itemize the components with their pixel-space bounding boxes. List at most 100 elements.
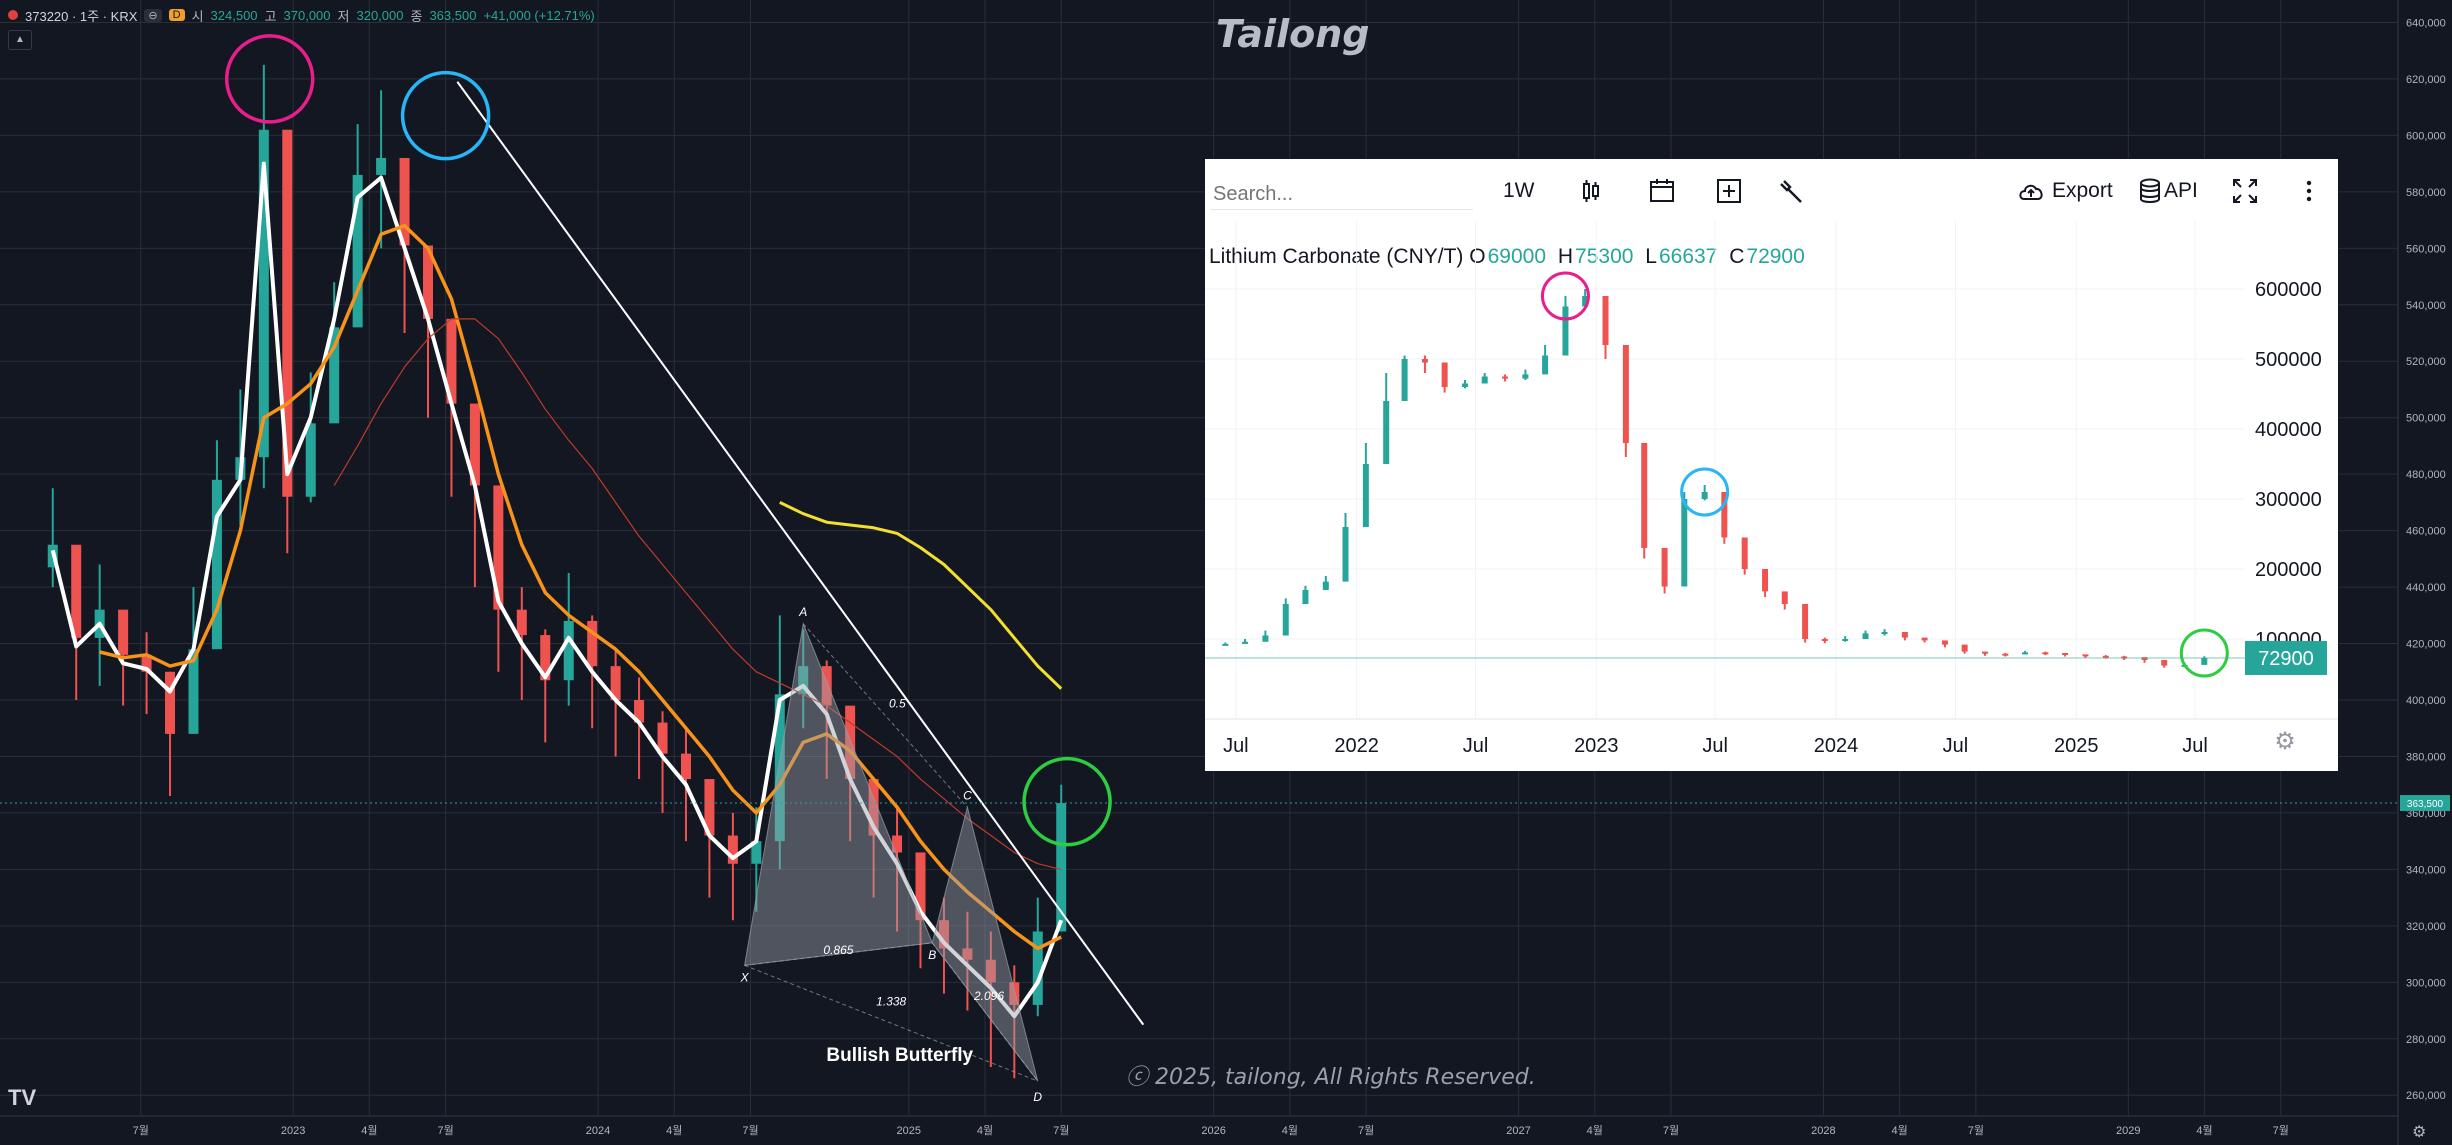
pattern-ratio-line — [744, 942, 933, 966]
candle-body — [188, 649, 199, 734]
inset-candle-body — [1721, 492, 1728, 538]
interval-button[interactable]: 1W — [1503, 179, 1535, 202]
inset-x-tick-label: Jul — [1943, 735, 1969, 757]
gear-icon[interactable]: ⚙ — [2412, 1124, 2427, 1141]
pattern-ratio-line — [802, 623, 968, 808]
candle-body — [1032, 931, 1043, 1005]
inset-candle-body — [1322, 581, 1329, 590]
inset-y-tick-label: 200000 — [2255, 559, 2322, 581]
inset-candle-body — [1881, 632, 1888, 634]
x-tick-label: 2027 — [1506, 1125, 1530, 1137]
candle-body — [821, 666, 832, 706]
inset-x-tick-label: 2025 — [2054, 735, 2099, 757]
inset-x-tick-label: Jul — [2182, 735, 2208, 757]
pattern-point-label: X — [740, 970, 750, 984]
export-button[interactable]: Export — [2052, 179, 2113, 202]
x-tick-label: 7월 — [437, 1124, 453, 1137]
candle-body — [446, 318, 457, 404]
inset-candle-body — [1681, 499, 1688, 587]
y-tick-label: 620,000 — [2406, 74, 2446, 86]
database-icon[interactable] — [2134, 175, 2166, 207]
api-button[interactable]: API — [2164, 179, 2198, 202]
inset-low-value: 66637 — [1658, 245, 1718, 268]
copyright-text: ⓒ 2025, tailong, All Rights Reserved. — [1126, 1065, 1536, 1090]
low-value: 320,000 — [356, 7, 404, 23]
inset-candle-body — [1562, 306, 1569, 356]
x-tick-label: 4월 — [666, 1124, 682, 1137]
inset-candle-body — [1921, 637, 1928, 641]
y-tick-label: 300,000 — [2406, 977, 2446, 989]
inset-highlight-circle-blue — [1680, 467, 1730, 517]
y-tick-label: 400,000 — [2406, 695, 2446, 707]
inset-candle-body — [2161, 660, 2168, 666]
search-input[interactable] — [1211, 179, 1473, 210]
candle-body — [680, 753, 691, 780]
inset-x-tick-label: Jul — [1702, 735, 1728, 757]
y-tick-label: 340,000 — [2406, 864, 2446, 876]
x-tick-label: 7월 — [133, 1124, 149, 1137]
x-tick-label: 2028 — [1811, 1125, 1835, 1137]
candle-body — [258, 129, 269, 458]
inset-candle-body — [2042, 652, 2049, 655]
inset-candle-body — [1222, 643, 1229, 646]
candle-body — [352, 174, 363, 328]
brand-watermark: Tailong — [1216, 12, 1370, 56]
last-price-tag — [2400, 795, 2450, 812]
inset-candle-body — [2141, 657, 2148, 660]
moving-average-line — [779, 501, 1063, 690]
inset-candle-body — [1441, 362, 1448, 387]
inset-x-tick-label: 2024 — [1814, 735, 1859, 757]
inset-open-value: 69000 — [1487, 245, 1547, 268]
candle-body — [516, 609, 527, 636]
more-icon[interactable] — [2293, 175, 2325, 207]
candles-icon[interactable] — [1575, 175, 1607, 207]
inset-candle-body — [1821, 639, 1828, 641]
candle-body — [211, 479, 222, 650]
candle-body — [610, 666, 621, 701]
pattern-point-label: C — [963, 788, 972, 802]
cloud-export-icon[interactable] — [2016, 175, 2048, 207]
inset-h-label: H — [1557, 245, 1574, 268]
close-value: 363,500 — [429, 7, 477, 23]
symbol-logo-icon — [8, 10, 18, 20]
y-tick-label: 320,000 — [2406, 921, 2446, 933]
data-type-badge[interactable]: D — [168, 9, 185, 21]
inset-candle-body — [2062, 653, 2069, 655]
add-indicator-icon[interactable] — [1713, 175, 1745, 207]
inset-candle-body — [1741, 537, 1748, 569]
settings-gear-icon[interactable]: ⚙ — [2274, 727, 2296, 755]
inset-y-tick-label: 600000 — [2255, 279, 2322, 301]
symbol-label[interactable]: 373220 · 1주 · KRX — [25, 8, 138, 24]
y-tick-label: 480,000 — [2406, 469, 2446, 481]
candle-body — [118, 609, 129, 655]
pattern-name-label: Bullish Butterfly — [826, 1045, 973, 1066]
inset-candle-body — [1421, 359, 1428, 363]
candle-body — [423, 245, 434, 319]
inset-y-tick-label: 300000 — [2255, 489, 2322, 511]
inset-series-name: Lithium Carbonate (CNY/T) — [1209, 245, 1464, 268]
calendar-icon[interactable] — [1646, 175, 1678, 207]
inset-x-tick-label: Jul — [1223, 735, 1249, 757]
tradingview-logo-icon: TV — [8, 1085, 37, 1110]
inset-x-tick-label: 2023 — [1574, 735, 1619, 757]
inset-y-tick-label: 400000 — [2255, 419, 2322, 441]
inset-candle-body — [1302, 590, 1309, 604]
x-tick-label: 7월 — [1053, 1124, 1069, 1137]
candle-body — [376, 157, 387, 175]
candle-body — [845, 705, 856, 780]
wrench-icon[interactable] — [1776, 175, 1808, 207]
x-tick-label: 7월 — [2273, 1124, 2289, 1137]
candle-body — [704, 779, 715, 836]
inset-candle-body — [1901, 632, 1908, 638]
inset-l-label: L — [1645, 245, 1657, 268]
fullscreen-icon[interactable] — [2229, 175, 2261, 207]
chevron-up-icon[interactable]: ▲ — [8, 30, 32, 50]
inset-candle-body — [1383, 401, 1390, 464]
open-value: 324,500 — [210, 7, 258, 23]
candle-body — [587, 620, 598, 667]
inset-candle-body — [1661, 548, 1668, 587]
visibility-toggle[interactable]: ⊖ — [144, 8, 162, 22]
candle-body — [634, 700, 645, 723]
